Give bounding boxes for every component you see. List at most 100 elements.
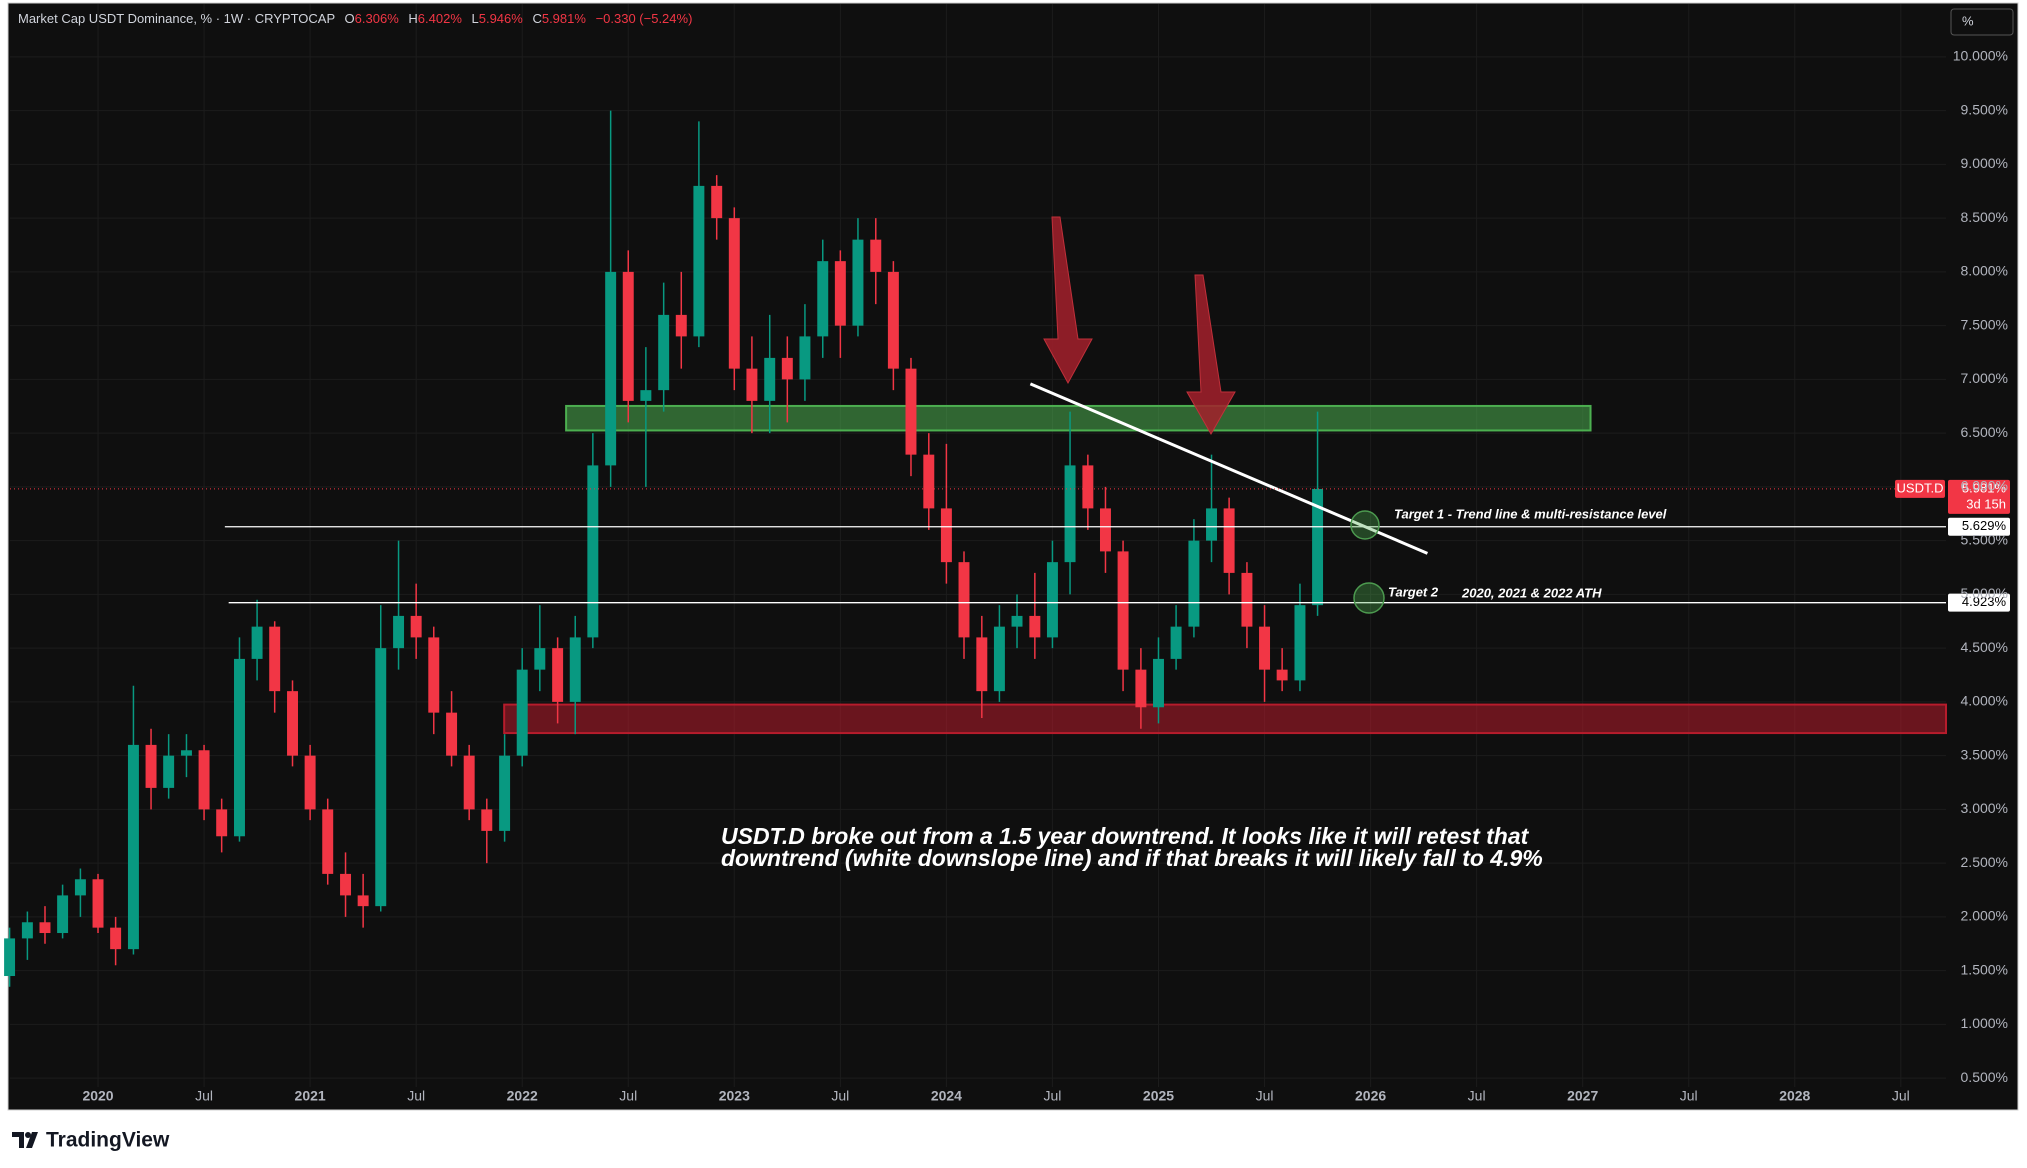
candle-body: [322, 809, 334, 874]
candle-body: [622, 271, 634, 401]
x-tick-label: 2022: [507, 1088, 538, 1104]
x-tick-label: Jul: [1256, 1088, 1274, 1104]
ohlc-key: O: [345, 11, 355, 26]
candle-body: [1241, 572, 1253, 627]
countdown-label: 3d 15h: [1966, 496, 2006, 511]
candle-body: [428, 637, 440, 713]
last-price-box: [1948, 479, 2010, 514]
candle-body: [923, 454, 935, 509]
ohlc-key: L: [472, 11, 479, 26]
legend-header: Market Cap USDT Dominance, % · 1W · CRYP…: [18, 11, 692, 26]
y-tick-label: 4.000%: [1961, 693, 2008, 709]
y-tick-label: 3.500%: [1961, 746, 2008, 762]
y-tick-label: 4.500%: [1961, 639, 2008, 655]
candle-body: [357, 895, 369, 907]
candle-body: [393, 615, 405, 649]
y-tick-label: 7.000%: [1961, 370, 2008, 386]
candle-body: [605, 271, 617, 466]
brand-logo: TradingView: [12, 1129, 170, 1152]
x-tick-label: 2027: [1567, 1088, 1598, 1104]
symbol-title: Market Cap USDT Dominance, % · 1W · CRYP…: [18, 11, 335, 26]
candle-body: [39, 922, 51, 934]
candle-body: [552, 648, 564, 702]
y-tick-label: 2.500%: [1961, 854, 2008, 870]
y-tick-label: 3.000%: [1961, 800, 2008, 816]
candle-body: [4, 938, 16, 977]
ohlc-key: H: [408, 11, 417, 26]
y-tick-label: 9.500%: [1961, 101, 2008, 117]
x-tick-label: 2024: [931, 1088, 962, 1104]
y-tick-label: 6.500%: [1961, 424, 2008, 440]
candle-body: [870, 239, 882, 272]
last-price-label: 5.981%: [1962, 480, 2007, 495]
symbol-tag: USDT.D: [1897, 480, 1944, 495]
y-tick-label: 5.000%: [1961, 585, 2008, 601]
ohlc-value: 6.306%: [355, 11, 400, 26]
candle-body: [516, 669, 528, 756]
price-zone: [503, 703, 1947, 735]
candle-body: [57, 895, 69, 934]
x-tick-label: Jul: [407, 1088, 425, 1104]
candle-body: [940, 508, 952, 563]
zone-layer: [503, 404, 1947, 735]
brand-icon: [12, 1132, 38, 1148]
candle-body: [817, 261, 829, 337]
candle-body: [1117, 551, 1129, 670]
candle-body: [728, 218, 740, 369]
candle-body: [481, 809, 493, 831]
candle-body: [304, 755, 316, 810]
chart-background: [7, 2, 2019, 1111]
candle-body: [1046, 562, 1058, 638]
candle-body: [976, 637, 988, 692]
target-marker: [1350, 510, 1380, 540]
arrow-shape: [1186, 274, 1236, 436]
candle-body: [269, 626, 281, 692]
candle-body: [1135, 669, 1147, 708]
candle-body: [92, 879, 104, 928]
candle-body: [1011, 615, 1023, 627]
candle-body: [74, 879, 86, 896]
ohlc-key: C: [532, 11, 541, 26]
candle-body: [145, 744, 157, 788]
x-tick-label: Jul: [1468, 1088, 1486, 1104]
symbol-tag-box: [1895, 479, 1945, 498]
x-tick-label: Jul: [831, 1088, 849, 1104]
y-tick-label: 2.000%: [1961, 908, 2008, 924]
target-label: Target 2: [1388, 584, 1439, 599]
scale-button-label[interactable]: %: [1962, 13, 1974, 28]
candle-body: [1082, 465, 1094, 509]
scale-button[interactable]: %: [1950, 8, 2014, 36]
candle-body: [1312, 488, 1324, 606]
candle-body: [251, 626, 263, 659]
target-marker: [1353, 582, 1385, 614]
candle-body: [163, 755, 175, 788]
candle-body: [110, 927, 122, 950]
candle-body: [463, 755, 475, 810]
x-tick-label: Jul: [195, 1088, 213, 1104]
x-tick-label: Jul: [1680, 1088, 1698, 1104]
y-tick-label: 7.500%: [1961, 316, 2008, 332]
price-change: −0.330 (−5.24%): [596, 11, 693, 26]
candle-layer: [4, 110, 1324, 987]
arrow: [1043, 216, 1093, 385]
candle-body: [127, 744, 139, 950]
candle-body: [887, 271, 899, 369]
candle-body: [640, 390, 652, 401]
y-tick-label: 1.000%: [1961, 1015, 2008, 1031]
grid-layer: [10, 4, 1946, 1087]
candle-body: [1294, 605, 1306, 681]
x-tick-label: 2021: [295, 1088, 326, 1104]
scale-button-frame[interactable]: [1950, 8, 2014, 36]
x-tick-label: Jul: [1892, 1088, 1910, 1104]
y-tick-label: 0.500%: [1961, 1069, 2008, 1085]
x-tick-label: 2025: [1143, 1088, 1174, 1104]
candle-body: [799, 336, 811, 380]
y-tick-label: 5.500%: [1961, 531, 2008, 547]
level-tag: [1948, 593, 2010, 612]
candle-body: [534, 648, 546, 670]
note-line: USDT.D broke out from a 1.5 year downtre…: [721, 823, 1530, 849]
candle-body: [587, 465, 599, 638]
x-tick-label: Jul: [619, 1088, 637, 1104]
